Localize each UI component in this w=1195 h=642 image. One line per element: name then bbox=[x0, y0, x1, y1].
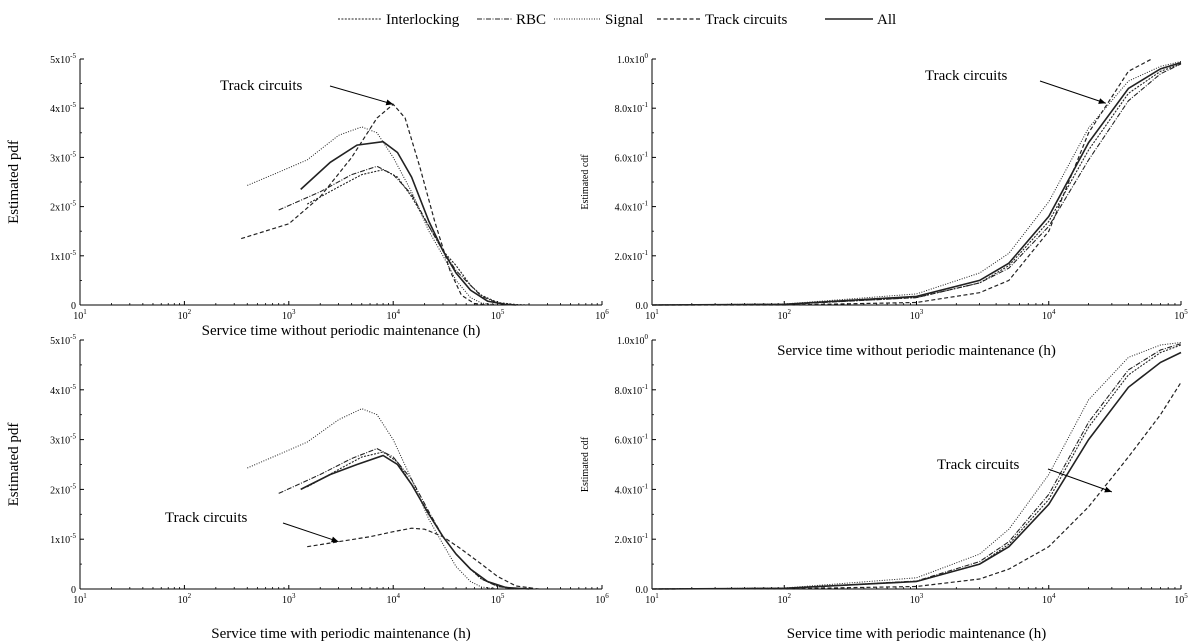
legend-label: RBC bbox=[516, 12, 546, 28]
series-line-all bbox=[300, 454, 530, 590]
y-tick-label: 5x10-5 bbox=[50, 52, 76, 66]
series-line-interlocking bbox=[651, 344, 1182, 590]
y-tick-label: 1.0x100 bbox=[617, 52, 649, 66]
y-tick-label: 4x10-5 bbox=[50, 101, 76, 115]
panel-bottom-left: 101 102 103 104 105 106 0 1x10-5 2x10-5 3x10-5 4x1… bbox=[6, 333, 609, 642]
y-tick-label: 0.0 bbox=[636, 585, 649, 596]
x-tick-label: 101 bbox=[73, 592, 87, 606]
legend: Interlocking RBC Signal Track circuits All bbox=[338, 12, 896, 28]
x-tick-label: 105 bbox=[491, 308, 505, 322]
y-tick-label: 4x10-5 bbox=[50, 383, 76, 397]
x-tick-label: 104 bbox=[1042, 308, 1056, 322]
annotation-label: Track circuits bbox=[925, 68, 1008, 84]
annotation-arrowhead bbox=[1098, 98, 1106, 104]
y-tick-label: 0 bbox=[71, 585, 76, 596]
y-tick-label: 6.0x10-1 bbox=[615, 150, 649, 164]
annotation-arrowhead bbox=[331, 536, 339, 543]
series-line-rbc bbox=[651, 343, 1182, 590]
annotation-label: Track circuits bbox=[165, 510, 248, 526]
x-tick-label: 104 bbox=[386, 308, 400, 322]
series-line-track-circuits bbox=[652, 58, 1152, 306]
series-line-all bbox=[651, 351, 1182, 590]
series-line-interlocking bbox=[306, 451, 530, 590]
x-tick-label: 101 bbox=[645, 308, 659, 322]
annotation-label: Track circuits bbox=[937, 457, 1020, 473]
x-tick-label: 101 bbox=[73, 308, 87, 322]
x-tick-label: 103 bbox=[910, 592, 924, 606]
legend-label: Interlocking bbox=[386, 12, 460, 28]
x-tick-label: 103 bbox=[282, 308, 296, 322]
x-tick-label: 106 bbox=[595, 308, 609, 322]
x-tick-label: 102 bbox=[778, 592, 792, 606]
y-tick-label: 4.0x10-1 bbox=[615, 200, 649, 214]
panels: 101 102 103 104 105 106 0 1x10-5 2x10-5 3x10-5 4x1… bbox=[6, 52, 1188, 642]
y-tick-label: 8.0x10-1 bbox=[615, 101, 649, 115]
series-line-signal bbox=[651, 342, 1182, 590]
panel-top-left: 101 102 103 104 105 106 0 1x10-5 2x10-5 3x10-5 4x1… bbox=[6, 52, 609, 339]
y-tick-label: 2.0x10-1 bbox=[615, 249, 649, 263]
y-axis-label: Estimated cdf bbox=[580, 154, 591, 210]
x-tick-label: 105 bbox=[1174, 308, 1188, 322]
y-axis-label: Estimated pdf bbox=[6, 140, 22, 224]
annotation-arrowhead bbox=[385, 99, 394, 106]
x-axis-label: Service time with periodic maintenance (… bbox=[211, 626, 470, 642]
y-tick-label: 4.0x10-1 bbox=[615, 482, 649, 496]
annotation-label: Track circuits bbox=[220, 78, 303, 94]
y-tick-label: 2x10-5 bbox=[50, 482, 76, 496]
legend-label: Signal bbox=[605, 12, 643, 28]
series-line-all bbox=[651, 61, 1182, 306]
y-tick-label: 3x10-5 bbox=[50, 150, 76, 164]
annotation-arrowhead bbox=[1104, 486, 1112, 493]
series-line-all bbox=[300, 140, 517, 306]
x-tick-label: 105 bbox=[1174, 592, 1188, 606]
y-tick-label: 2.0x10-1 bbox=[615, 532, 649, 546]
x-tick-label: 103 bbox=[910, 308, 924, 322]
annotation-arrow bbox=[282, 522, 339, 543]
x-tick-label: 103 bbox=[282, 592, 296, 606]
y-axis-label: Estimated pdf bbox=[6, 423, 22, 507]
x-axis-label: Service time without periodic maintenanc… bbox=[777, 343, 1056, 359]
y-tick-label: 0.0 bbox=[636, 301, 649, 312]
y-tick-label: 1x10-5 bbox=[50, 532, 76, 546]
series-line-interlocking bbox=[306, 169, 530, 306]
series-line-signal bbox=[247, 408, 498, 590]
y-tick-label: 2x10-5 bbox=[50, 200, 76, 214]
panel-bottom-right: 101 102 103 104 105 0.0 2.0x10-1 4.0x10-1 6.0x10… bbox=[580, 333, 1188, 642]
series-line-rbc bbox=[278, 165, 517, 306]
legend-label: All bbox=[877, 12, 896, 28]
series-line-track-circuits bbox=[307, 527, 540, 590]
x-axis-label: Service time with periodic maintenance (… bbox=[787, 626, 1046, 642]
x-tick-label: 105 bbox=[491, 592, 505, 606]
series-line-track-circuits bbox=[241, 103, 488, 306]
y-tick-label: 3x10-5 bbox=[50, 433, 76, 447]
y-tick-label: 6.0x10-1 bbox=[615, 433, 649, 447]
annotation-arrow bbox=[1047, 468, 1113, 493]
series-line-rbc bbox=[278, 447, 517, 590]
series-line-track-circuits bbox=[651, 381, 1182, 590]
x-tick-label: 101 bbox=[645, 592, 659, 606]
x-tick-label: 104 bbox=[1042, 592, 1056, 606]
annotation-arrow bbox=[329, 85, 394, 105]
series-line-signal bbox=[651, 61, 1182, 306]
x-tick-label: 102 bbox=[778, 308, 792, 322]
y-axis-label: Estimated cdf bbox=[580, 436, 591, 492]
panel-top-right: 101 102 103 104 105 0.0 2.0x10-1 4.0x10-1 6.0x10… bbox=[580, 52, 1188, 359]
y-tick-label: 1.0x100 bbox=[617, 333, 649, 347]
y-tick-label: 1x10-5 bbox=[50, 249, 76, 263]
y-tick-label: 5x10-5 bbox=[50, 333, 76, 347]
annotation-arrow bbox=[1039, 80, 1106, 104]
y-tick-label: 8.0x10-1 bbox=[615, 383, 649, 397]
x-tick-label: 102 bbox=[178, 308, 192, 322]
x-tick-label: 106 bbox=[595, 592, 609, 606]
x-tick-label: 104 bbox=[386, 592, 400, 606]
legend-label: Track circuits bbox=[705, 12, 788, 28]
x-axis-label: Service time without periodic maintenanc… bbox=[202, 323, 481, 339]
y-tick-label: 0 bbox=[71, 301, 76, 312]
x-tick-label: 102 bbox=[178, 592, 192, 606]
